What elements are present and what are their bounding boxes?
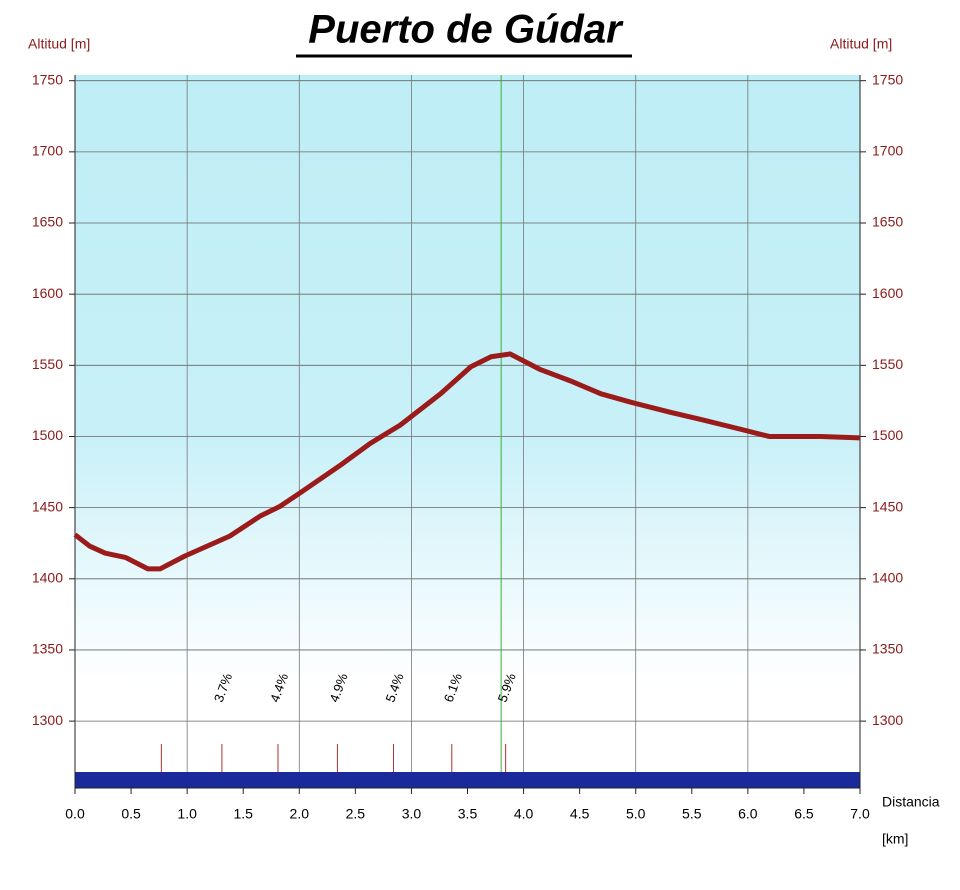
- base-band: [75, 772, 860, 788]
- y-tick-label: 1750: [32, 71, 63, 87]
- y-tick-label: 1450: [32, 498, 63, 514]
- y-tick-label: 1750: [872, 71, 903, 87]
- y-tick-label: 1650: [32, 214, 63, 230]
- x-tick-label: 3.0: [402, 806, 422, 822]
- x-tick-label: 4.5: [570, 806, 590, 822]
- x-tick-label: 0.0: [65, 806, 85, 822]
- y-tick-label: 1300: [32, 712, 63, 728]
- x-tick-label: 7.0: [850, 806, 870, 822]
- y-tick-label: 1700: [872, 143, 903, 159]
- y-tick-label: 1550: [872, 356, 903, 372]
- y-tick-label: 1300: [872, 712, 903, 728]
- y-tick-label: 1350: [32, 641, 63, 657]
- x-tick-label: 0.5: [121, 806, 141, 822]
- y-tick-label: 1400: [32, 569, 63, 585]
- y-tick-label: 1400: [872, 569, 903, 585]
- plot-background: [75, 75, 860, 788]
- chart-title: Puerto de Gúdar: [308, 8, 624, 52]
- x-tick-label: 4.0: [514, 806, 534, 822]
- x-tick-label: 1.0: [177, 806, 197, 822]
- x-axis-label: Distancia: [882, 794, 940, 810]
- y-tick-label: 1350: [872, 641, 903, 657]
- elevation-line: [73, 351, 861, 572]
- x-tick-label: 2.0: [290, 806, 310, 822]
- y-tick-label: 1650: [872, 214, 903, 230]
- y-tick-label: 1600: [872, 285, 903, 301]
- x-tick-label: 3.5: [458, 806, 478, 822]
- x-axis-unit: [km]: [882, 831, 908, 847]
- y-tick-label: 1500: [872, 427, 903, 443]
- x-tick-label: 2.5: [346, 806, 366, 822]
- x-tick-label: 5.5: [682, 806, 702, 822]
- y-tick-label: 1700: [32, 143, 63, 159]
- x-tick-label: 6.5: [794, 806, 814, 822]
- y-axis-label: Altitud [m]: [28, 36, 90, 52]
- x-tick-label: 5.0: [626, 806, 646, 822]
- y-tick-label: 1550: [32, 356, 63, 372]
- x-tick-label: 1.5: [233, 806, 253, 822]
- y-tick-label: 1500: [32, 427, 63, 443]
- y-tick-label: 1450: [872, 498, 903, 514]
- y-axis-label: Altitud [m]: [830, 36, 892, 52]
- x-tick-label: 6.0: [738, 806, 758, 822]
- y-tick-label: 1600: [32, 285, 63, 301]
